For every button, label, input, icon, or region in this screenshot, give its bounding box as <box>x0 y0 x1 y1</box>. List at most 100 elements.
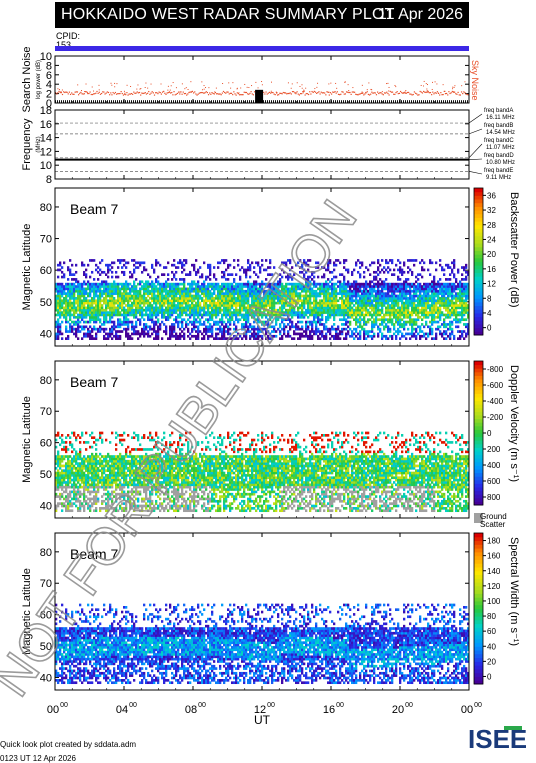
heatmap-cell <box>141 299 144 303</box>
heatmap-cell <box>443 285 446 288</box>
heatmap-cell <box>357 301 360 305</box>
heatmap-cell <box>415 330 418 333</box>
heatmap-cell <box>95 308 98 312</box>
heatmap-cell <box>259 308 262 312</box>
heatmap-cell <box>445 306 448 310</box>
heatmap-cell <box>139 263 142 267</box>
heatmap-cell <box>241 306 244 310</box>
heatmap-cell <box>287 304 290 307</box>
heatmap-cell <box>171 278 174 281</box>
heatmap-cell <box>123 323 126 326</box>
heatmap-cell <box>301 270 304 274</box>
heatmap-cell <box>321 289 324 293</box>
heatmap-cell <box>301 266 304 269</box>
heatmap-cell <box>429 311 432 314</box>
heatmap-cell <box>275 318 278 322</box>
heatmap-cell <box>65 292 68 295</box>
heatmap-cell <box>403 282 406 286</box>
heatmap-cell <box>225 330 228 333</box>
heatmap-cell <box>307 278 310 281</box>
heatmap-cell <box>357 311 360 314</box>
heatmap-cell <box>81 289 84 293</box>
heatmap-cell <box>107 292 110 295</box>
heatmap-cell <box>271 285 274 288</box>
heatmap-cell <box>273 294 276 298</box>
heatmap-cell <box>391 320 394 324</box>
heatmap-cell <box>335 327 338 331</box>
heatmap-cell <box>377 299 380 303</box>
heatmap-cell <box>181 313 184 317</box>
heatmap-cell <box>99 306 102 310</box>
heatmap-cell <box>319 285 322 288</box>
frequency-ylabel: Frequency <box>21 118 33 170</box>
heatmap-cell <box>393 285 396 288</box>
heatmap-cell <box>261 334 264 338</box>
heatmap-cell <box>73 323 76 326</box>
heatmap-cell <box>449 332 452 336</box>
heatmap-cell <box>273 289 276 293</box>
heatmap-cell <box>155 299 158 303</box>
heatmap-cell <box>227 294 230 298</box>
search-noise-bar <box>381 100 382 103</box>
heatmap-cell <box>73 320 76 324</box>
heatmap-cell <box>349 311 352 314</box>
heatmap-cell <box>83 306 86 310</box>
heatmap-cell <box>55 334 58 338</box>
heatmap-cell <box>127 337 130 340</box>
heatmap-cell <box>407 306 410 310</box>
heatmap-cell <box>383 301 386 305</box>
heatmap-cell <box>227 325 230 329</box>
heatmap-cell <box>427 287 430 291</box>
heatmap-cell <box>71 297 74 300</box>
heatmap-cell <box>157 299 160 303</box>
heatmap-cell <box>313 282 316 286</box>
heatmap-cell <box>321 332 324 336</box>
heatmap-cell <box>131 275 134 279</box>
heatmap-cell <box>387 287 390 291</box>
heatmap-cell <box>187 289 190 293</box>
heatmap-cell <box>345 320 348 324</box>
heatmap-cell <box>419 297 422 300</box>
heatmap-cell <box>193 311 196 314</box>
heatmap-cell <box>65 315 68 319</box>
heatmap-cell <box>127 311 130 314</box>
sky-noise-point <box>289 92 291 94</box>
heatmap-cell <box>243 285 246 288</box>
heatmap-cell <box>251 311 254 314</box>
heatmap-cell <box>201 315 204 319</box>
heatmap-cell <box>287 287 290 291</box>
heatmap-cell <box>447 266 450 269</box>
heatmap-cell <box>171 282 174 286</box>
heatmap-cell <box>317 318 320 322</box>
heatmap-cell <box>439 308 442 312</box>
heatmap-cell <box>277 287 280 291</box>
freq-band-leader <box>468 143 483 159</box>
search-noise-spike <box>255 89 264 103</box>
heatmap-cell <box>399 285 402 288</box>
heatmap-cell <box>389 285 392 288</box>
heatmap-cell <box>445 301 448 305</box>
heatmap-cell <box>357 282 360 286</box>
heatmap-cell <box>237 320 240 324</box>
heatmap-cell <box>375 308 378 312</box>
heatmap-cell <box>239 297 242 300</box>
heatmap-cell <box>191 282 194 286</box>
heatmap-cell <box>311 301 314 305</box>
heatmap-cell <box>159 285 162 288</box>
heatmap-cell <box>69 268 72 272</box>
heatmap-cell <box>175 320 178 324</box>
heatmap-cell <box>291 306 294 310</box>
heatmap-cell <box>411 327 414 331</box>
heatmap-cell <box>155 261 158 265</box>
heatmap-cell <box>119 297 122 300</box>
heatmap-cell <box>381 299 384 303</box>
heatmap-cell <box>239 268 242 272</box>
heatmap-cell <box>369 313 372 317</box>
power-panel-cells <box>55 259 470 340</box>
sky-noise-point <box>135 92 137 94</box>
heatmap-cell <box>147 315 150 319</box>
heatmap-cell <box>117 282 120 286</box>
heatmap-cell <box>75 315 78 319</box>
heatmap-cell <box>257 282 260 286</box>
heatmap-cell <box>273 325 276 329</box>
